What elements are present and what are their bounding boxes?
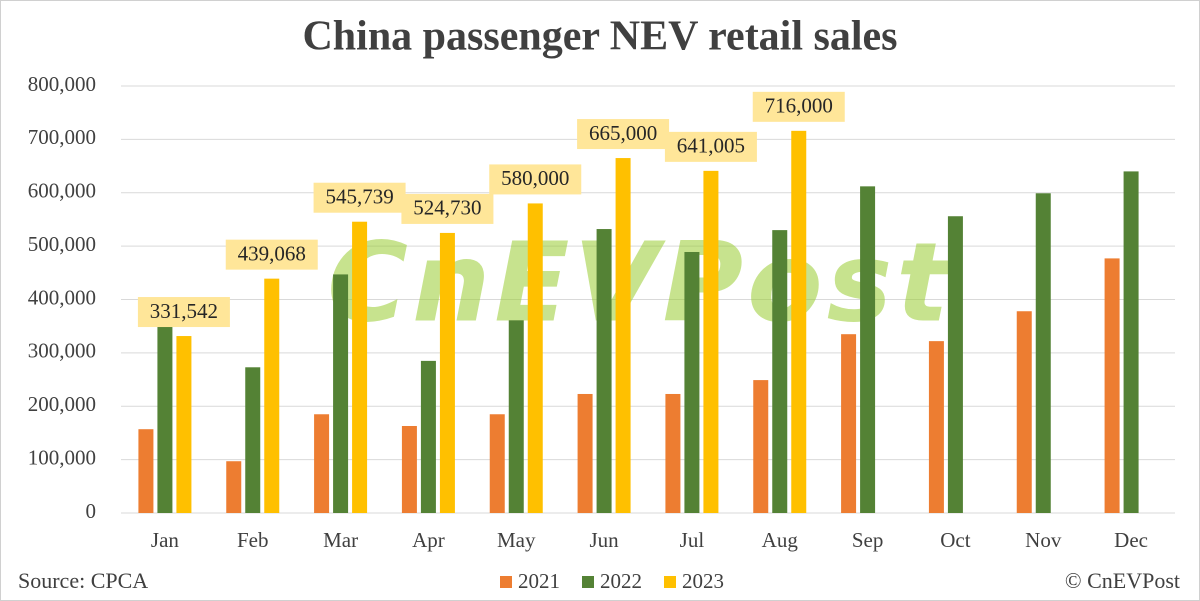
x-tick-label: Dec <box>1114 528 1148 552</box>
y-tick-label: 0 <box>86 499 97 523</box>
chart-title: China passenger NEV retail sales <box>302 14 897 60</box>
bar <box>226 461 242 513</box>
bar <box>841 334 857 513</box>
data-label-box <box>401 193 494 224</box>
x-tick-label: May <box>497 528 536 552</box>
bar <box>860 186 876 513</box>
data-label: 439,068 <box>238 241 306 265</box>
bar <box>401 425 417 513</box>
bar <box>176 336 192 513</box>
data-label-box <box>489 164 582 195</box>
bar <box>527 203 543 514</box>
bar <box>264 278 280 513</box>
legend-swatch <box>500 576 512 588</box>
bar <box>577 393 593 513</box>
watermark: CnEVPost <box>327 218 953 346</box>
bar <box>791 130 807 513</box>
data-label-box <box>137 297 230 328</box>
bar <box>703 170 719 513</box>
y-tick-label: 400,000 <box>28 285 96 309</box>
bar <box>1104 258 1120 513</box>
x-tick-label: Apr <box>412 528 445 552</box>
bar <box>138 429 154 513</box>
y-tick-label: 100,000 <box>28 445 96 469</box>
bar <box>352 221 368 514</box>
source: Source: CPCA <box>18 568 148 593</box>
data-label-box <box>313 182 406 213</box>
x-tick-label: Jan <box>151 528 179 552</box>
data-label: 665,000 <box>589 121 657 145</box>
bar <box>753 380 769 513</box>
bar <box>1016 311 1032 513</box>
bar <box>665 393 681 513</box>
data-label-box <box>577 119 670 150</box>
bar <box>508 320 524 513</box>
bar <box>157 326 173 513</box>
bar <box>684 251 700 513</box>
bar <box>420 360 436 513</box>
legend-label: 2023 <box>682 569 724 593</box>
y-tick-label: 300,000 <box>28 339 96 363</box>
x-tick-label: Jul <box>680 528 705 552</box>
x-tick-label: Nov <box>1025 528 1062 552</box>
x-tick-label: Oct <box>940 528 970 552</box>
legend-swatch <box>582 576 594 588</box>
x-tick-label: Jun <box>589 528 619 552</box>
x-tick-label: Sep <box>852 528 884 552</box>
legend-label: 2021 <box>518 569 560 593</box>
data-label: 641,005 <box>677 134 745 158</box>
data-label: 716,000 <box>765 94 833 118</box>
data-label-box <box>664 131 757 162</box>
bar <box>947 216 963 514</box>
bar <box>615 158 631 513</box>
y-tick-label: 800,000 <box>28 72 96 96</box>
bar <box>314 414 330 513</box>
bar <box>596 229 612 514</box>
bar <box>1123 171 1139 513</box>
credit: © CnEVPost <box>1065 568 1180 593</box>
bar <box>489 414 505 513</box>
bar <box>333 274 349 513</box>
data-label: 545,739 <box>325 185 393 209</box>
x-tick-label: Aug <box>762 528 799 552</box>
legend-label: 2022 <box>600 569 642 593</box>
data-label-box <box>752 91 845 122</box>
x-tick-label: Feb <box>237 528 269 552</box>
y-tick-label: 200,000 <box>28 392 96 416</box>
data-label: 524,730 <box>413 196 481 220</box>
y-tick-label: 600,000 <box>28 179 96 203</box>
bar <box>1035 193 1051 513</box>
legend-swatch <box>664 576 676 588</box>
y-tick-label: 500,000 <box>28 232 96 256</box>
bar <box>245 367 261 513</box>
bar <box>772 230 788 514</box>
y-tick-label: 700,000 <box>28 125 96 149</box>
data-label: 331,542 <box>150 299 218 323</box>
bar <box>439 232 455 514</box>
data-label: 580,000 <box>501 166 569 190</box>
x-tick-label: Mar <box>323 528 358 552</box>
bar <box>928 341 944 513</box>
data-label-box <box>225 239 318 270</box>
